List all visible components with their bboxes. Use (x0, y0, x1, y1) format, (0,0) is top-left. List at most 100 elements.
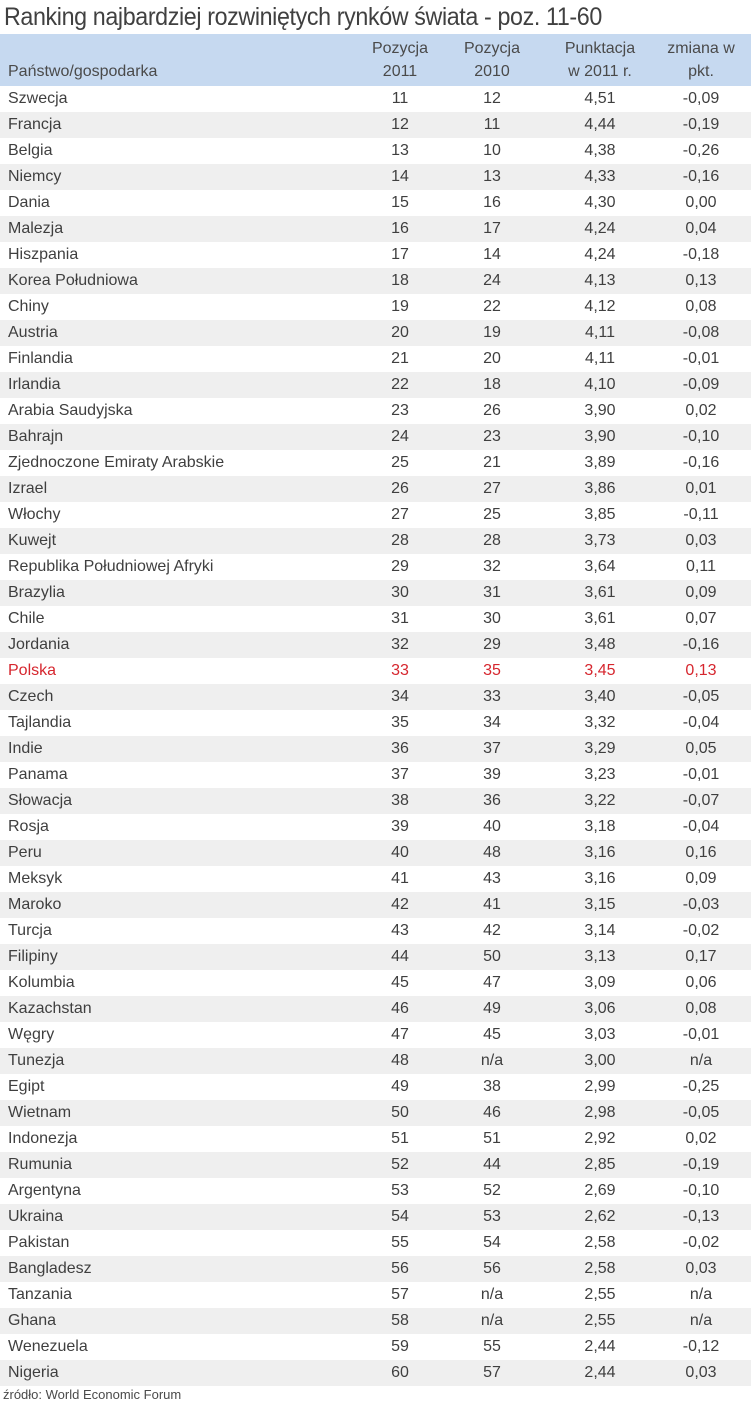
cell-score: 3,90 (584, 402, 616, 419)
cell-pos2010: 33 (483, 688, 501, 705)
table-row: Irlandia 22 18 4,10 -0,09 (0, 372, 751, 398)
cell-pos2011: 14 (391, 168, 409, 185)
cell-pos2011: 32 (391, 636, 409, 653)
cell-pos2010: 54 (483, 1234, 501, 1251)
cell-score: 4,30 (584, 194, 616, 211)
cell-score: 4,10 (584, 376, 616, 393)
ranking-table: Państwo/gospodarka Pozycja 2011 Pozycja … (0, 34, 751, 1386)
cell-change: -0,04 (682, 818, 720, 835)
cell-pos2010: 37 (483, 740, 501, 757)
cell-pos2011: 22 (391, 376, 409, 393)
table-row: Belgia 13 10 4,38 -0,26 (0, 138, 751, 164)
cell-pos2010: 25 (483, 506, 501, 523)
cell-change: -0,16 (682, 168, 720, 185)
cell-pos2011: 56 (391, 1260, 409, 1277)
cell-pos2011: 48 (391, 1052, 409, 1069)
cell-country: Filipiny (8, 948, 58, 965)
cell-pos2011: 25 (391, 454, 409, 471)
table-row: Niemcy 14 13 4,33 -0,16 (0, 164, 751, 190)
header-change-line1: zmiana w (667, 40, 735, 57)
cell-pos2011: 23 (391, 402, 409, 419)
table-row: Republika Południowej Afryki 29 32 3,64 0,11 (0, 554, 751, 580)
cell-country: Rosja (8, 818, 49, 835)
cell-score: 3,16 (584, 844, 616, 861)
cell-change: 0,05 (685, 740, 717, 757)
table-row: Dania 15 16 4,30 0,00 (0, 190, 751, 216)
table-row: Bangladesz 56 56 2,58 0,03 (0, 1256, 751, 1282)
cell-country: Nigeria (8, 1364, 59, 1381)
table-row: Włochy 27 25 3,85 -0,11 (0, 502, 751, 528)
cell-pos2011: 52 (391, 1156, 409, 1173)
cell-change: 0,09 (685, 584, 717, 601)
cell-change: -0,07 (682, 792, 720, 809)
cell-score: 3,85 (584, 506, 616, 523)
table-body: Szwecja 11 12 4,51 -0,09 Francja 12 11 4,44 -0,19… (0, 86, 751, 1386)
cell-score: 3,45 (584, 662, 616, 679)
cell-country: Rumunia (8, 1156, 73, 1173)
cell-pos2010: 50 (483, 948, 501, 965)
header-pos2010-line1: Pozycja (463, 40, 521, 57)
cell-pos2010: 23 (483, 428, 501, 445)
header-pos2010-line2: 2010 (474, 63, 510, 80)
cell-score: 2,58 (584, 1260, 616, 1277)
cell-pos2011: 57 (391, 1286, 409, 1303)
cell-change: -0,11 (683, 506, 719, 523)
cell-score: 4,38 (584, 142, 616, 159)
cell-score: 4,33 (584, 168, 616, 185)
table-row: Bahrajn 24 23 3,90 -0,10 (0, 424, 751, 450)
cell-pos2011: 60 (391, 1364, 409, 1381)
header-change-line2: pkt. (688, 63, 714, 80)
cell-score: 4,11 (585, 324, 615, 341)
cell-pos2010: 40 (483, 818, 501, 835)
cell-change: 0,02 (685, 1130, 717, 1147)
cell-country: Słowacja (8, 792, 73, 809)
cell-score: 2,85 (584, 1156, 616, 1173)
cell-change: 0,08 (685, 1000, 717, 1017)
cell-change: -0,16 (682, 636, 720, 653)
table-row: Arabia Saudyjska 23 26 3,90 0,02 (0, 398, 751, 424)
cell-pos2011: 19 (391, 298, 409, 315)
cell-score: 3,86 (584, 480, 616, 497)
cell-score: 3,90 (584, 428, 616, 445)
cell-pos2010: 43 (483, 870, 501, 887)
cell-pos2011: 41 (391, 870, 409, 887)
cell-score: 3,64 (584, 558, 616, 575)
cell-country: Ukraina (8, 1208, 64, 1225)
cell-pos2010: 31 (483, 584, 501, 601)
cell-change: -0,08 (682, 324, 720, 341)
cell-pos2011: 45 (391, 974, 409, 991)
cell-country: Arabia Saudyjska (8, 402, 133, 419)
table-row: Finlandia 21 20 4,11 -0,01 (0, 346, 751, 372)
cell-score: 3,06 (584, 1000, 616, 1017)
table-row: Pakistan 55 54 2,58 -0,02 (0, 1230, 751, 1256)
cell-change: 0,00 (685, 194, 717, 211)
cell-change: -0,05 (682, 1104, 720, 1121)
cell-country: Polska (8, 662, 57, 679)
cell-score: 4,24 (584, 246, 616, 263)
cell-pos2010: 44 (483, 1156, 501, 1173)
cell-pos2011: 58 (391, 1312, 409, 1329)
table-row: Maroko 42 41 3,15 -0,03 (0, 892, 751, 918)
cell-change: -0,03 (682, 896, 720, 913)
cell-country: Indonezja (8, 1130, 78, 1147)
source-note: źródło: World Economic Forum (3, 1387, 182, 1402)
cell-pos2011: 50 (391, 1104, 409, 1121)
cell-country: Chile (8, 610, 45, 627)
cell-score: 4,13 (584, 272, 616, 289)
table-row: Korea Południowa 18 24 4,13 0,13 (0, 268, 751, 294)
cell-change: -0,26 (682, 142, 720, 159)
cell-country: Czech (8, 688, 54, 705)
cell-pos2010: 46 (483, 1104, 501, 1121)
cell-change: 0,16 (685, 844, 717, 861)
table-row: Malezja 16 17 4,24 0,04 (0, 216, 751, 242)
cell-pos2010: 36 (483, 792, 501, 809)
cell-score: 3,29 (584, 740, 616, 757)
cell-score: 2,58 (584, 1234, 616, 1251)
header-pos2011-line1: Pozycja (371, 40, 429, 57)
cell-pos2010: 10 (483, 142, 501, 159)
cell-country: Zjednoczone Emiraty Arabskie (8, 454, 225, 471)
cell-change: 0,07 (685, 610, 717, 627)
cell-pos2011: 51 (391, 1130, 409, 1147)
cell-change: 0,04 (685, 220, 717, 237)
cell-country: Kolumbia (8, 974, 75, 991)
